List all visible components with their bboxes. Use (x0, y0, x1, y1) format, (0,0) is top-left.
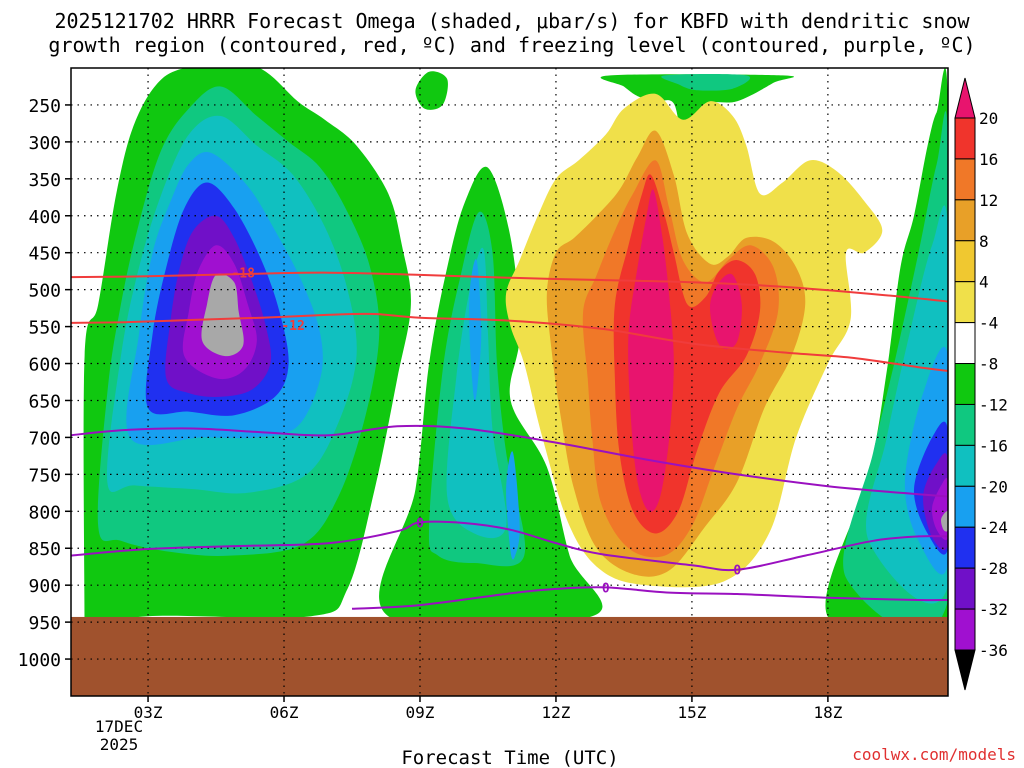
contour-line-5 (71, 424, 948, 498)
contour-line-3 (351, 586, 948, 610)
terrain-below-surface (71, 616, 948, 696)
omega-fill-pos-20-0 (628, 189, 674, 512)
colorbar-label-1: 16 (979, 150, 998, 169)
colorbar-label-8: -16 (979, 436, 1008, 455)
y-tick-label-850: 850 (28, 539, 61, 560)
y-tick-label-600: 600 (28, 355, 61, 376)
colorbar-label-3: 8 (979, 232, 989, 251)
colorbar-band-2 (954, 199, 976, 242)
colorbar-band-4 (954, 281, 976, 324)
contour-label-0: -18 (231, 267, 255, 282)
colorbar-label-5: -4 (979, 314, 998, 333)
contour-label-4: 0 (733, 564, 741, 579)
omega-fill-neg-16-2 (506, 451, 520, 560)
date-label-day: 17DEC (95, 717, 143, 736)
y-tick-label-350: 350 (28, 170, 61, 191)
x-axis-title: Forecast Time (UTC) (401, 747, 618, 768)
y-tick-label-700: 700 (28, 428, 61, 449)
colorbar-arrow-bottom (954, 649, 976, 691)
y-axis: 250 300 350 400 450 500 550 600 650 700 750 800 850 9… (18, 96, 71, 671)
temperature-contours: -18 -12 0 0 0 (71, 267, 948, 610)
y-tick-label-300: 300 (28, 133, 61, 154)
y-tick-label-650: 650 (28, 391, 61, 412)
contour-label-2: 0 (416, 516, 424, 531)
colorbar: 20 16 12 8 4 -4 -8 -12 -16 -20 -24 -28 -32 -36 (954, 77, 1008, 691)
colorbar-band-7 (954, 403, 976, 446)
colorbar-label-12: -32 (979, 600, 1008, 619)
y-tick-label-500: 500 (28, 281, 61, 302)
gridlines (71, 68, 948, 696)
x-axis: 03Z 06Z 09Z 12Z 15Z 18Z (134, 696, 843, 722)
colorbar-arrow-top (954, 77, 976, 119)
omega-fill-neg-8-2 (661, 74, 751, 91)
y-tick-label-750: 750 (28, 465, 61, 486)
contour-label-1: -12 (281, 319, 304, 334)
colorbar-band-5 (954, 322, 976, 365)
colorbar-band-12 (954, 608, 976, 651)
x-tick-label-03Z: 03Z (134, 703, 163, 722)
colorbar-label-0: 20 (979, 109, 998, 128)
colorbar-band-0 (954, 117, 976, 160)
omega-fill-neg-4-2 (415, 71, 448, 110)
omega-fill-neg-16-1 (469, 259, 482, 402)
colorbar-label-4: 4 (979, 273, 989, 292)
date-label-year: 2025 (100, 735, 139, 754)
watermark: coolwx.com/models (852, 745, 1016, 764)
omega-fill-neg-32-1 (941, 510, 948, 532)
colorbar-band-6 (954, 363, 976, 405)
omega-fill-neg-4-3 (600, 74, 795, 143)
y-tick-label-1000: 1000 (18, 650, 61, 671)
colorbar-label-6: -8 (979, 355, 998, 374)
plot-frame (70, 67, 949, 697)
colorbar-band-10 (954, 526, 976, 569)
chart-title-line-1: 2025121702 HRRR Forecast Omega (shaded, … (54, 9, 970, 33)
x-tick-label-06Z: 06Z (270, 703, 299, 722)
contour-line-0 (71, 271, 948, 303)
colorbar-label-11: -28 (979, 559, 1008, 578)
y-tick-label-450: 450 (28, 244, 61, 265)
y-tick-label-950: 950 (28, 613, 61, 634)
x-tick-label-09Z: 09Z (406, 703, 435, 722)
omega-fill-pos-20-1 (709, 273, 742, 350)
y-tick-label-900: 900 (28, 576, 61, 597)
colorbar-label-2: 12 (979, 191, 998, 210)
x-tick-label-15Z: 15Z (677, 703, 706, 722)
colorbar-band-8 (954, 444, 976, 487)
colorbar-label-7: -12 (979, 395, 1008, 414)
colorbar-band-9 (954, 485, 976, 528)
y-tick-label-800: 800 (28, 502, 61, 523)
colorbar-band-11 (954, 567, 976, 610)
y-tick-label-400: 400 (28, 207, 61, 228)
colorbar-band-3 (954, 240, 976, 283)
y-tick-label-550: 550 (28, 318, 61, 339)
x-tick-label-12Z: 12Z (542, 703, 571, 722)
omega-shading (79, 68, 948, 661)
x-tick-label-18Z: 18Z (813, 703, 842, 722)
y-tick-label-250: 250 (28, 96, 61, 117)
omega-fill-neg-32-0 (201, 273, 244, 357)
colorbar-label-10: -24 (979, 518, 1008, 537)
colorbar-label-9: -20 (979, 477, 1008, 496)
contour-line-1 (71, 312, 948, 372)
contour-line-2 (71, 520, 948, 572)
chart-title-line-2: growth region (contoured, red, ºC) and f… (48, 33, 975, 57)
colorbar-band-1 (954, 158, 976, 201)
contour-label-3: 0 (602, 581, 610, 596)
colorbar-label-13: -36 (979, 641, 1008, 660)
